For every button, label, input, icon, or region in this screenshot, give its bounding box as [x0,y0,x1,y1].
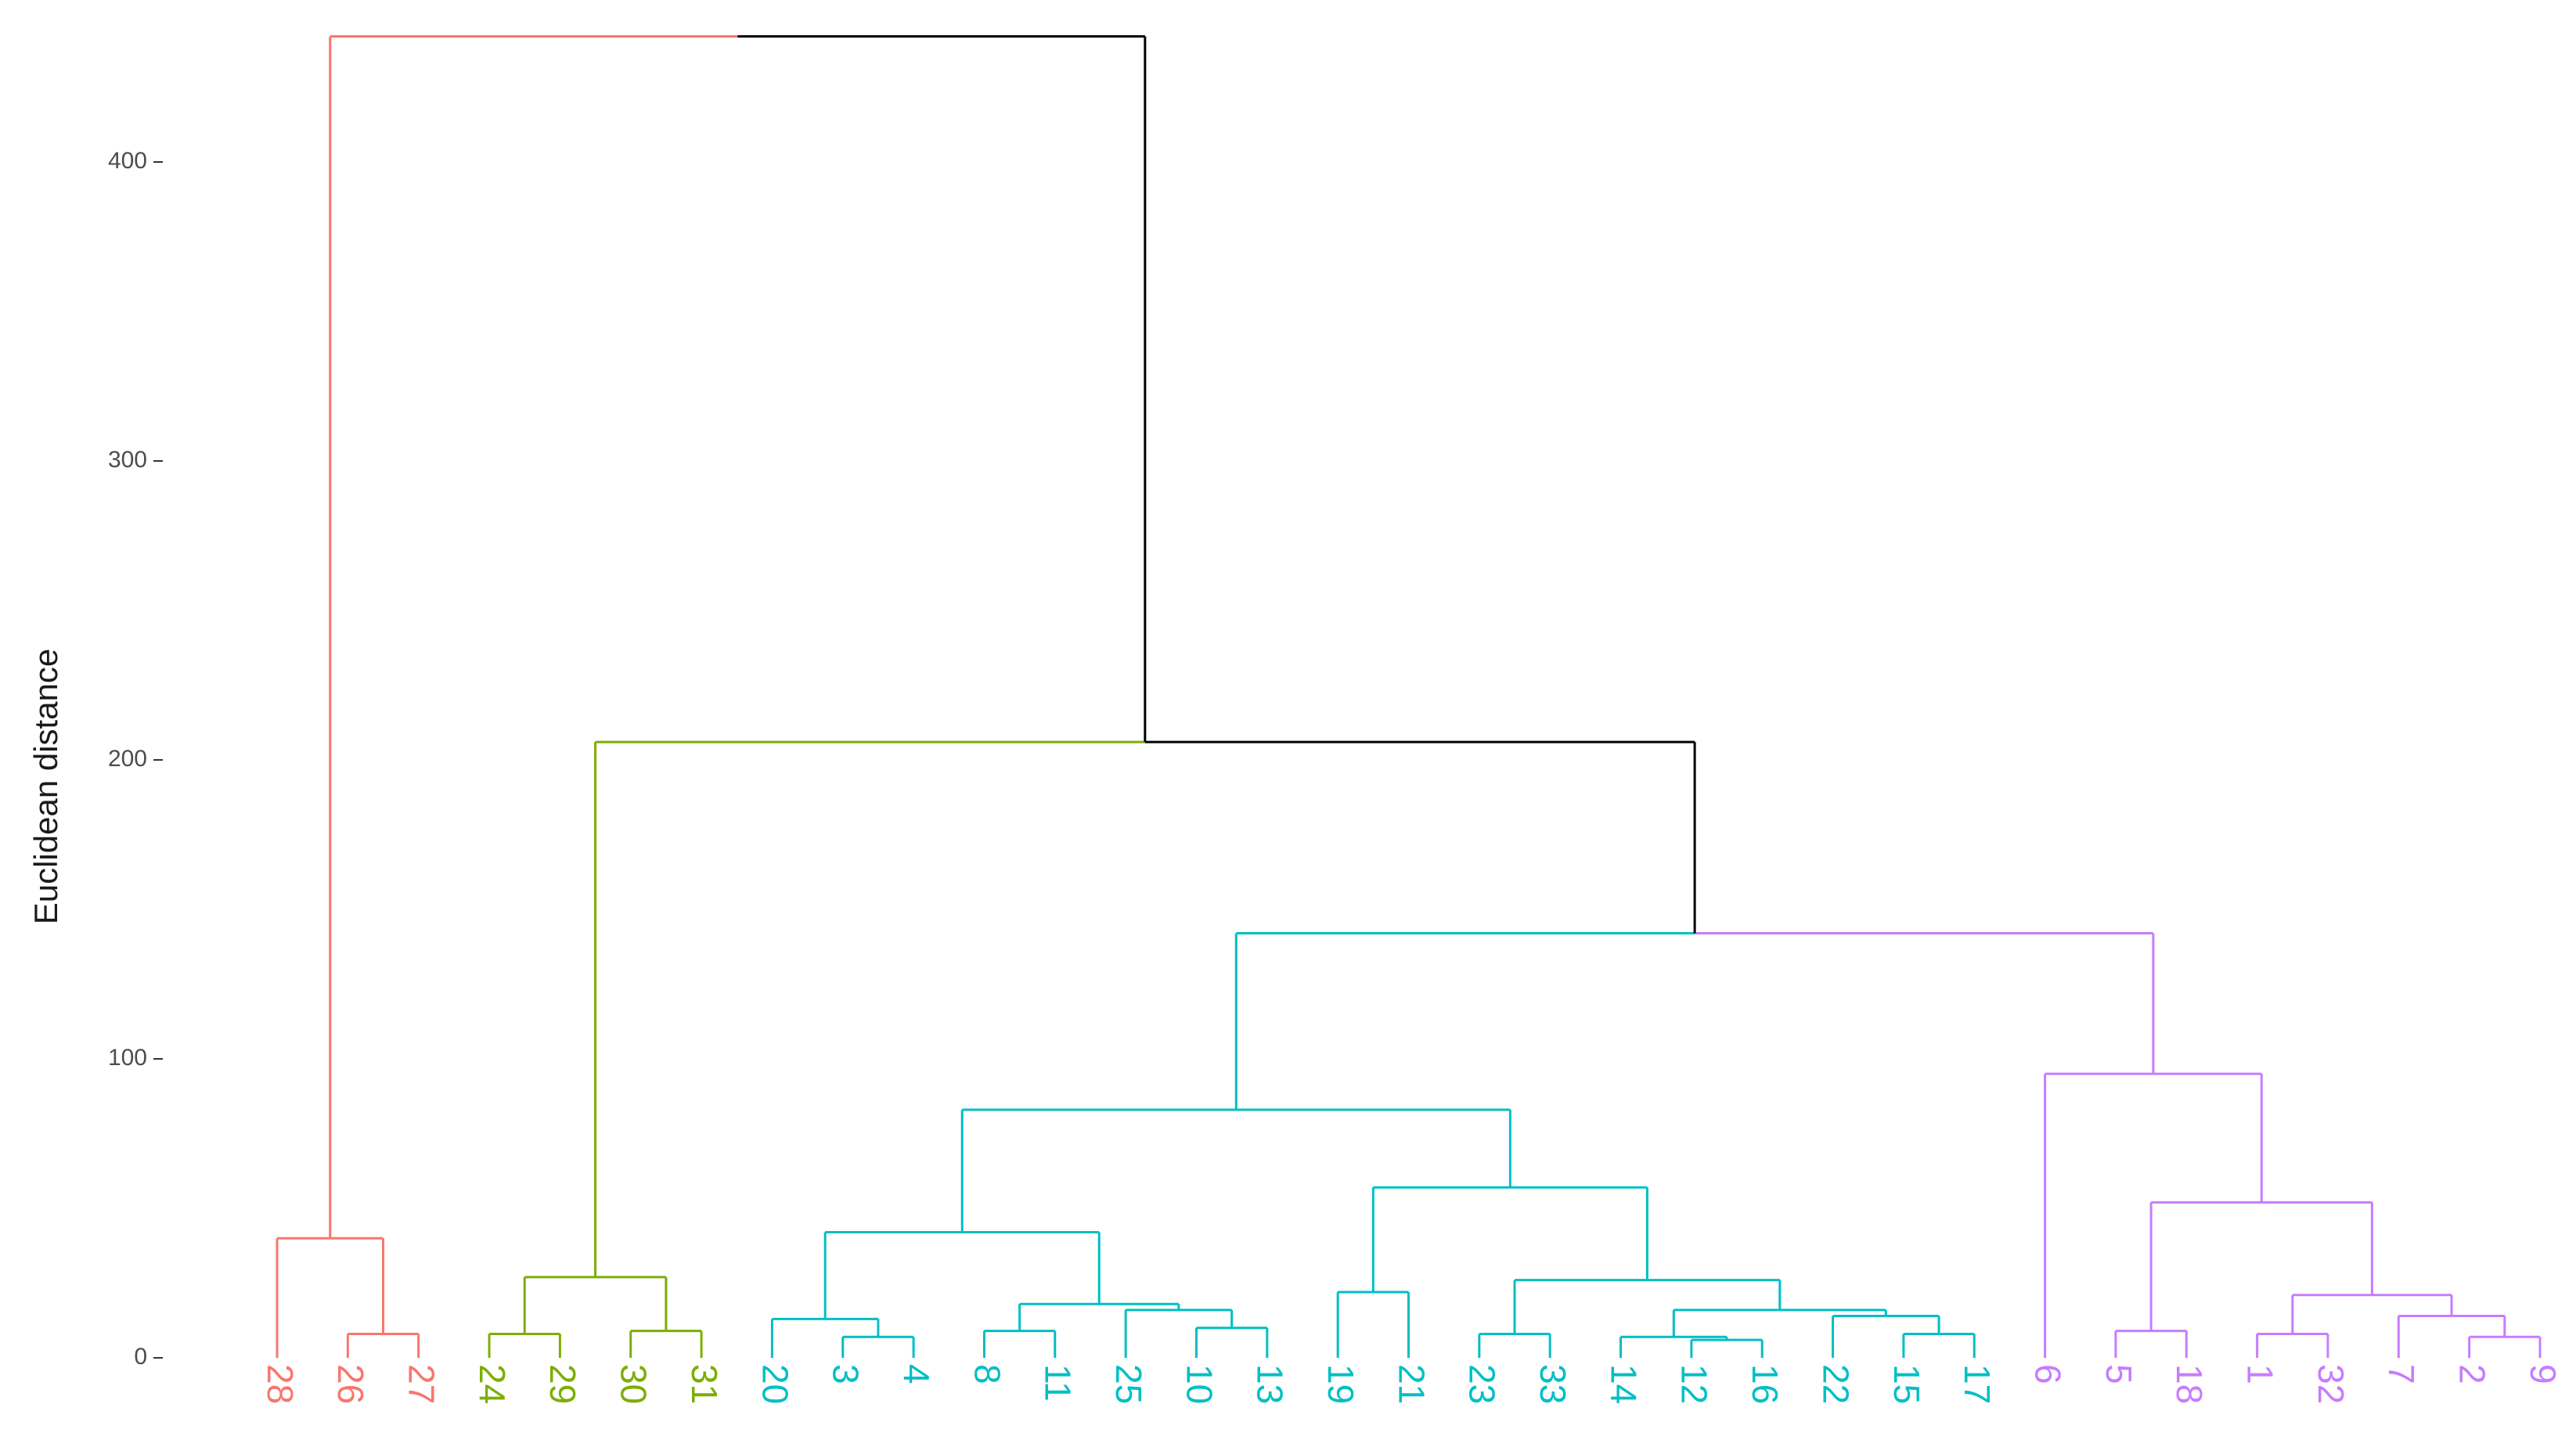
y-tick-label: 400 [108,148,147,174]
leaf-label: 7 [2381,1364,2422,1384]
leaf-label: 28 [260,1364,301,1404]
leaf-label: 17 [1957,1364,1998,1404]
y-tick-label: 200 [108,746,147,772]
leaf-label: 13 [1250,1364,1291,1404]
leaf-label: 16 [1745,1364,1785,1404]
y-axis-label: Euclidean distance [27,649,64,925]
leaf-label: 4 [896,1364,937,1384]
leaf-label: 23 [1462,1364,1503,1404]
y-tick-label: 300 [108,447,147,473]
leaf-label: 12 [1674,1364,1715,1404]
leaf-label: 20 [755,1364,795,1404]
leaf-label: 33 [1533,1364,1573,1404]
leaf-label: 32 [2311,1364,2351,1404]
leaf-label: 8 [967,1364,1007,1384]
leaf-label: 24 [472,1364,513,1404]
y-tick-label: 0 [134,1344,147,1370]
y-tick-label: 100 [108,1045,147,1071]
leaf-label: 10 [1179,1364,1220,1404]
leaf-label: 1 [2239,1364,2280,1384]
leaf-label: 5 [2099,1364,2139,1384]
leaf-label: 19 [1320,1364,1361,1404]
leaf-label: 30 [614,1364,654,1404]
leaf-label: 22 [1815,1364,1856,1404]
leaf-label: 27 [402,1364,442,1404]
leaf-label: 15 [1886,1364,1927,1404]
leaf-label: 26 [330,1364,371,1404]
leaf-label: 29 [542,1364,583,1404]
leaf-label: 25 [1108,1364,1149,1404]
leaf-label: 6 [2027,1364,2068,1384]
leaf-label: 3 [826,1364,866,1384]
leaf-label: 18 [2169,1364,2210,1404]
leaf-label: 31 [684,1364,725,1404]
leaf-label: 9 [2523,1364,2563,1384]
leaf-label: 21 [1391,1364,1432,1404]
leaf-label: 11 [1038,1364,1079,1402]
leaf-label: 14 [1603,1364,1644,1404]
leaf-label: 2 [2452,1364,2493,1384]
